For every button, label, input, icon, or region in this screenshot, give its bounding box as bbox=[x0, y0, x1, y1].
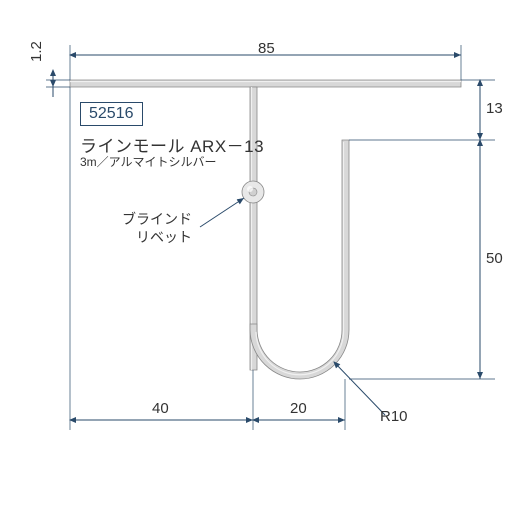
callout-rivet: ブラインド リベット bbox=[122, 210, 192, 246]
dim-radius-leader bbox=[334, 362, 385, 415]
dim-right-lower: 50 bbox=[486, 250, 503, 267]
dim-radius: R10 bbox=[380, 408, 408, 425]
technical-drawing bbox=[0, 0, 520, 520]
dim-top-width: 85 bbox=[258, 40, 275, 57]
dim-right-upper: 13 bbox=[486, 100, 503, 117]
callout-line1: ブラインド bbox=[122, 211, 192, 227]
callout-leader bbox=[200, 198, 244, 227]
callout-line2: リベット bbox=[136, 229, 192, 245]
dim-bottom-right: 20 bbox=[290, 400, 307, 417]
part-number: 52516 bbox=[80, 102, 143, 126]
product-sub: 3m／アルマイトシルバー bbox=[80, 153, 217, 170]
dim-bottom-left: 40 bbox=[152, 400, 169, 417]
profile-hook bbox=[250, 140, 349, 379]
dim-top-thickness: 1.2 bbox=[28, 41, 45, 62]
